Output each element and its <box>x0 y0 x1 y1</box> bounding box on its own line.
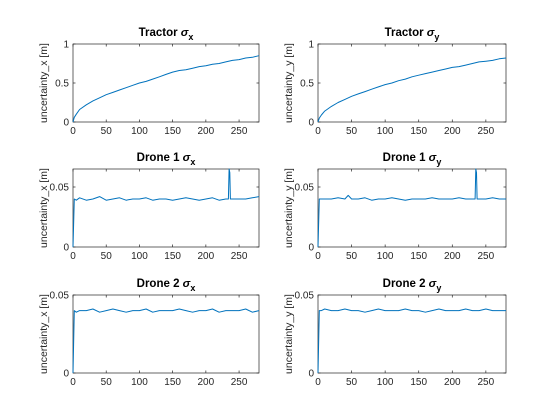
x-tick-label: 100 <box>377 377 394 388</box>
plot-area <box>317 43 507 123</box>
x-tick-label: 100 <box>131 377 148 388</box>
title-text: Drone 1 <box>137 152 183 164</box>
x-tick-label: 200 <box>444 377 461 388</box>
subplot-title: Drone 2 σx <box>137 278 196 293</box>
y-axis-label: uncertainty_x [m] <box>38 294 50 374</box>
y-tick-label: 0.5 <box>300 79 314 90</box>
title-subscript: y <box>436 157 441 167</box>
subplot-title: Drone 1 σy <box>383 152 442 167</box>
title-symbol: σ <box>427 27 435 39</box>
series-line <box>72 308 260 374</box>
series-line <box>317 168 506 248</box>
subplot-2: 0 50 100 150 200 250 0 0.5 1 uncertainty_y [m] Tra… <box>283 27 507 137</box>
title-symbol: σ <box>181 27 189 39</box>
x-tick-label: 100 <box>131 126 148 137</box>
title-subscript: x <box>188 32 193 42</box>
series-line <box>72 55 260 123</box>
x-tick-label: 0 <box>70 126 76 137</box>
series-line <box>72 168 260 248</box>
y-tick-label: 1 <box>308 40 314 51</box>
title-text: Drone 1 <box>383 152 429 164</box>
title-text: Tractor <box>385 27 427 39</box>
y-axis-label: uncertainty_y [m] <box>283 294 295 374</box>
plot-area <box>317 294 507 374</box>
x-tick-label: 0 <box>315 377 321 388</box>
x-tick-label: 50 <box>101 126 113 137</box>
x-tick-label: 150 <box>410 251 427 262</box>
x-tick-label: 150 <box>410 377 427 388</box>
x-tick-label: 0 <box>70 251 76 262</box>
y-tick-label: 0.05 <box>295 183 315 194</box>
plot-area <box>72 43 260 123</box>
x-tick-label: 150 <box>164 126 181 137</box>
x-tick-label: 150 <box>164 377 181 388</box>
x-tick-label: 100 <box>131 251 148 262</box>
title-symbol: σ <box>183 278 191 290</box>
title-text: Tractor <box>139 27 181 39</box>
x-tick-label: 200 <box>444 251 461 262</box>
plot-area <box>72 294 260 374</box>
x-tick-label: 250 <box>231 377 248 388</box>
y-tick-label: 0 <box>308 369 314 380</box>
subplot-1: 0 50 100 150 200 250 0 0.5 1 uncertainty_x [m] Tra… <box>38 27 260 137</box>
y-axis-label: uncertainty_y [m] <box>283 168 295 248</box>
x-tick-label: 100 <box>377 126 394 137</box>
x-tick-label: 0 <box>70 377 76 388</box>
x-tick-label: 50 <box>101 377 113 388</box>
y-tick-label: 0 <box>63 369 69 380</box>
x-tick-label: 0 <box>315 126 321 137</box>
x-tick-label: 150 <box>164 251 181 262</box>
y-tick-label: 0 <box>63 243 69 254</box>
subplot-title: Tractor σy <box>385 27 440 42</box>
y-axis-label: uncertainty_x [m] <box>38 168 50 248</box>
x-tick-label: 200 <box>444 126 461 137</box>
y-axis-label: uncertainty_x [m] <box>38 43 50 123</box>
title-symbol: σ <box>183 152 191 164</box>
title-symbol: σ <box>429 278 437 290</box>
title-subscript: x <box>190 283 195 293</box>
series-line <box>317 57 507 123</box>
y-tick-label: 0.5 <box>55 79 69 90</box>
x-tick-label: 250 <box>478 377 495 388</box>
y-tick-label: 1 <box>63 40 69 51</box>
title-text: Drone 2 <box>383 278 429 290</box>
x-tick-label: 200 <box>198 126 215 137</box>
x-tick-label: 50 <box>346 377 358 388</box>
plot-area <box>317 168 507 248</box>
plot-area <box>72 168 260 248</box>
title-symbol: σ <box>429 152 437 164</box>
y-tick-label: 0.05 <box>50 183 70 194</box>
x-tick-label: 0 <box>315 251 321 262</box>
x-tick-label: 100 <box>377 251 394 262</box>
x-tick-label: 50 <box>346 251 358 262</box>
x-tick-label: 200 <box>198 377 215 388</box>
subplot-title: Tractor σx <box>139 27 194 42</box>
title-text: Drone 2 <box>137 278 183 290</box>
y-tick-label: 0.05 <box>295 291 315 302</box>
title-subscript: y <box>436 283 441 293</box>
x-tick-label: 200 <box>198 251 215 262</box>
y-tick-label: 0 <box>308 243 314 254</box>
title-subscript: x <box>190 157 195 167</box>
x-tick-label: 50 <box>346 126 358 137</box>
x-tick-label: 150 <box>410 126 427 137</box>
series-line <box>317 308 506 374</box>
y-tick-label: 0 <box>308 118 314 129</box>
x-tick-label: 250 <box>231 251 248 262</box>
y-axis-label: uncertainty_y [m] <box>283 43 295 123</box>
y-tick-label: 0.05 <box>50 291 70 302</box>
title-subscript: y <box>434 32 439 42</box>
x-tick-label: 250 <box>478 251 495 262</box>
subplot-title: Drone 2 σy <box>383 278 442 293</box>
subplot-title: Drone 1 σx <box>137 152 196 167</box>
x-tick-label: 50 <box>101 251 113 262</box>
y-tick-label: 0 <box>63 118 69 129</box>
x-tick-label: 250 <box>231 126 248 137</box>
x-tick-label: 250 <box>478 126 495 137</box>
